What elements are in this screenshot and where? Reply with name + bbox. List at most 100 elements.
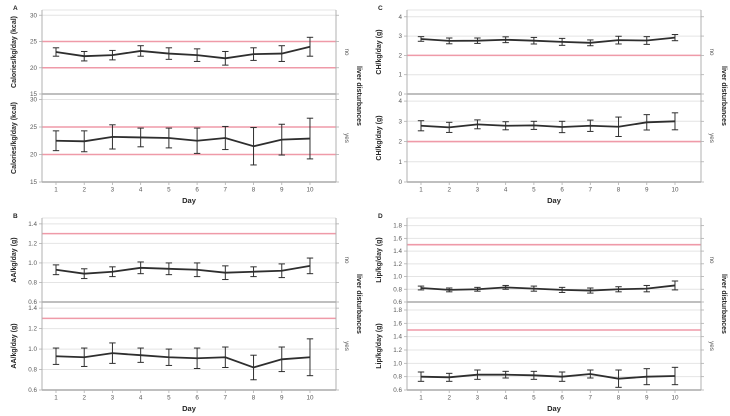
series-line-no	[420, 36, 676, 44]
x-tick-label: 8	[252, 187, 256, 194]
subplot-no: 0.6 0.8 1.0 1.2 1.4 AA/kg/day (g) no	[11, 221, 350, 306]
x-tick-label: 10	[306, 395, 314, 402]
x-tick-label: 2	[447, 187, 451, 194]
y-tick-label: 20	[30, 65, 38, 72]
y-tick-label: 1.2	[393, 347, 402, 354]
group-label: yes	[343, 133, 350, 143]
x-axis-label: Day	[547, 404, 562, 413]
series-line-no	[55, 264, 311, 275]
y-tick-label: 4	[398, 14, 402, 21]
x-tick-label: 9	[280, 395, 284, 402]
y-tick-label: 0.6	[393, 299, 402, 306]
y-tick-label: 20	[30, 152, 38, 159]
x-tick-label: 6	[195, 395, 199, 402]
y-axis-label: AA/kg/day (g)	[11, 237, 18, 282]
y-axis-label: Lip/kg/day (g)	[376, 237, 383, 283]
y-tick-label: 1.0	[28, 260, 37, 267]
x-tick-label: 1	[419, 187, 423, 194]
x-tick-label: 10	[671, 187, 679, 194]
y-tick-label: 1.0	[393, 274, 402, 281]
group-label: no	[343, 256, 350, 264]
x-tick-label: 9	[645, 187, 649, 194]
y-axis-label: AA/kg/day (g)	[11, 323, 18, 368]
y-tick-label: 15	[30, 91, 38, 98]
subplot-yes: 0.6 0.8 1.0 1.2 1.4 AA/kg/day (g) yes	[11, 305, 350, 394]
group-label: yes	[708, 133, 715, 143]
y-tick-label: 1.6	[393, 235, 402, 242]
y-axis-label: Calories/kg/day (kcal)	[11, 16, 18, 88]
group-label: no	[708, 256, 715, 264]
series-line-yes	[420, 120, 676, 129]
subplot-yes: 0.6 0.8 1.0 1.2 1.4 1.6 1.8 Lip/kg/day (g) yes	[376, 307, 715, 394]
x-tick-label: 7	[224, 395, 228, 402]
y-tick-label: 2	[398, 139, 402, 146]
x-tick-label: 4	[504, 187, 508, 194]
group-label: no	[708, 48, 715, 56]
panel-letter: C	[378, 5, 383, 12]
subplot-yes: 0 1 2 3 4 CH/kg/day (g) yes	[376, 98, 715, 186]
panel-letter: D	[378, 213, 383, 220]
y-tick-label: 0	[398, 91, 402, 98]
x-tick-label: 3	[476, 395, 480, 402]
y-tick-label: 0.8	[28, 367, 37, 374]
panel-B: 0.6 0.8 1.0 1.2 1.4 AA/kg/day (g) no 0.6 0.8 1.0 1…	[11, 213, 362, 413]
y-tick-label: 1.8	[393, 223, 402, 230]
x-axis-label: Day	[182, 196, 197, 205]
error-bars	[417, 112, 679, 137]
x-tick-label: 3	[476, 187, 480, 194]
x-tick-label: 2	[447, 395, 451, 402]
series-line-no	[55, 45, 311, 60]
y-tick-label: 0.6	[28, 299, 37, 306]
y-tick-label: 15	[30, 179, 38, 186]
y-axis-label: CH/kg/day (g)	[376, 115, 383, 160]
x-tick-label: 4	[504, 395, 508, 402]
y-axis-label: Lip/kg/day (g)	[376, 323, 383, 369]
panel-letter: B	[13, 213, 18, 220]
x-tick-label: 4	[139, 395, 143, 402]
x-tick-label: 10	[306, 187, 314, 194]
x-tick-label: 10	[671, 395, 679, 402]
y-tick-label: 1.0	[28, 346, 37, 353]
y-tick-label: 0.8	[393, 286, 402, 293]
y-tick-label: 1.2	[28, 240, 37, 247]
x-axis-label: Day	[182, 404, 197, 413]
group-label: yes	[708, 341, 715, 351]
x-tick-label: 6	[195, 187, 199, 194]
y-tick-label: 1.8	[393, 307, 402, 314]
y-axis-label: CH/kg/day (g)	[376, 29, 383, 74]
x-tick-label: 4	[139, 187, 143, 194]
subplot-no: 0 1 2 3 4 CH/kg/day (g) no	[376, 14, 715, 98]
x-tick-label: 8	[617, 187, 621, 194]
x-tick-label: 5	[167, 395, 171, 402]
y-tick-label: 0.6	[393, 387, 402, 394]
y-tick-label: 25	[30, 39, 38, 46]
group-label: no	[343, 48, 350, 56]
y-tick-label: 1	[398, 159, 402, 166]
group-label: yes	[343, 341, 350, 351]
error-bars	[417, 280, 679, 294]
y-tick-label: 1.4	[28, 305, 37, 312]
y-tick-label: 0.8	[28, 279, 37, 286]
series-line-yes	[55, 135, 311, 148]
y-tick-label: 1.4	[28, 221, 37, 228]
y-tick-label: 30	[30, 12, 38, 19]
y-tick-label: 1.0	[393, 360, 402, 367]
x-tick-label: 6	[560, 395, 564, 402]
y-tick-label: 1	[398, 72, 402, 79]
x-tick-label: 3	[111, 187, 115, 194]
x-tick-label: 3	[111, 395, 115, 402]
y-tick-label: 0.6	[28, 387, 37, 394]
x-tick-label: 5	[532, 395, 536, 402]
error-bars	[52, 338, 314, 381]
right-axis-label: liver disturbances	[355, 66, 362, 126]
panel-C: 0 1 2 3 4 CH/kg/day (g) no 0 1 2 3 4 CH/kg/day (g) ye…	[376, 5, 727, 205]
x-tick-label: 8	[252, 395, 256, 402]
x-tick-label: 5	[532, 187, 536, 194]
y-tick-label: 25	[30, 124, 38, 131]
x-tick-label: 1	[54, 187, 58, 194]
subplot-yes: 15 20 25 30 Calories/kg/day (kcal) yes	[11, 97, 350, 187]
x-tick-label: 7	[224, 187, 228, 194]
